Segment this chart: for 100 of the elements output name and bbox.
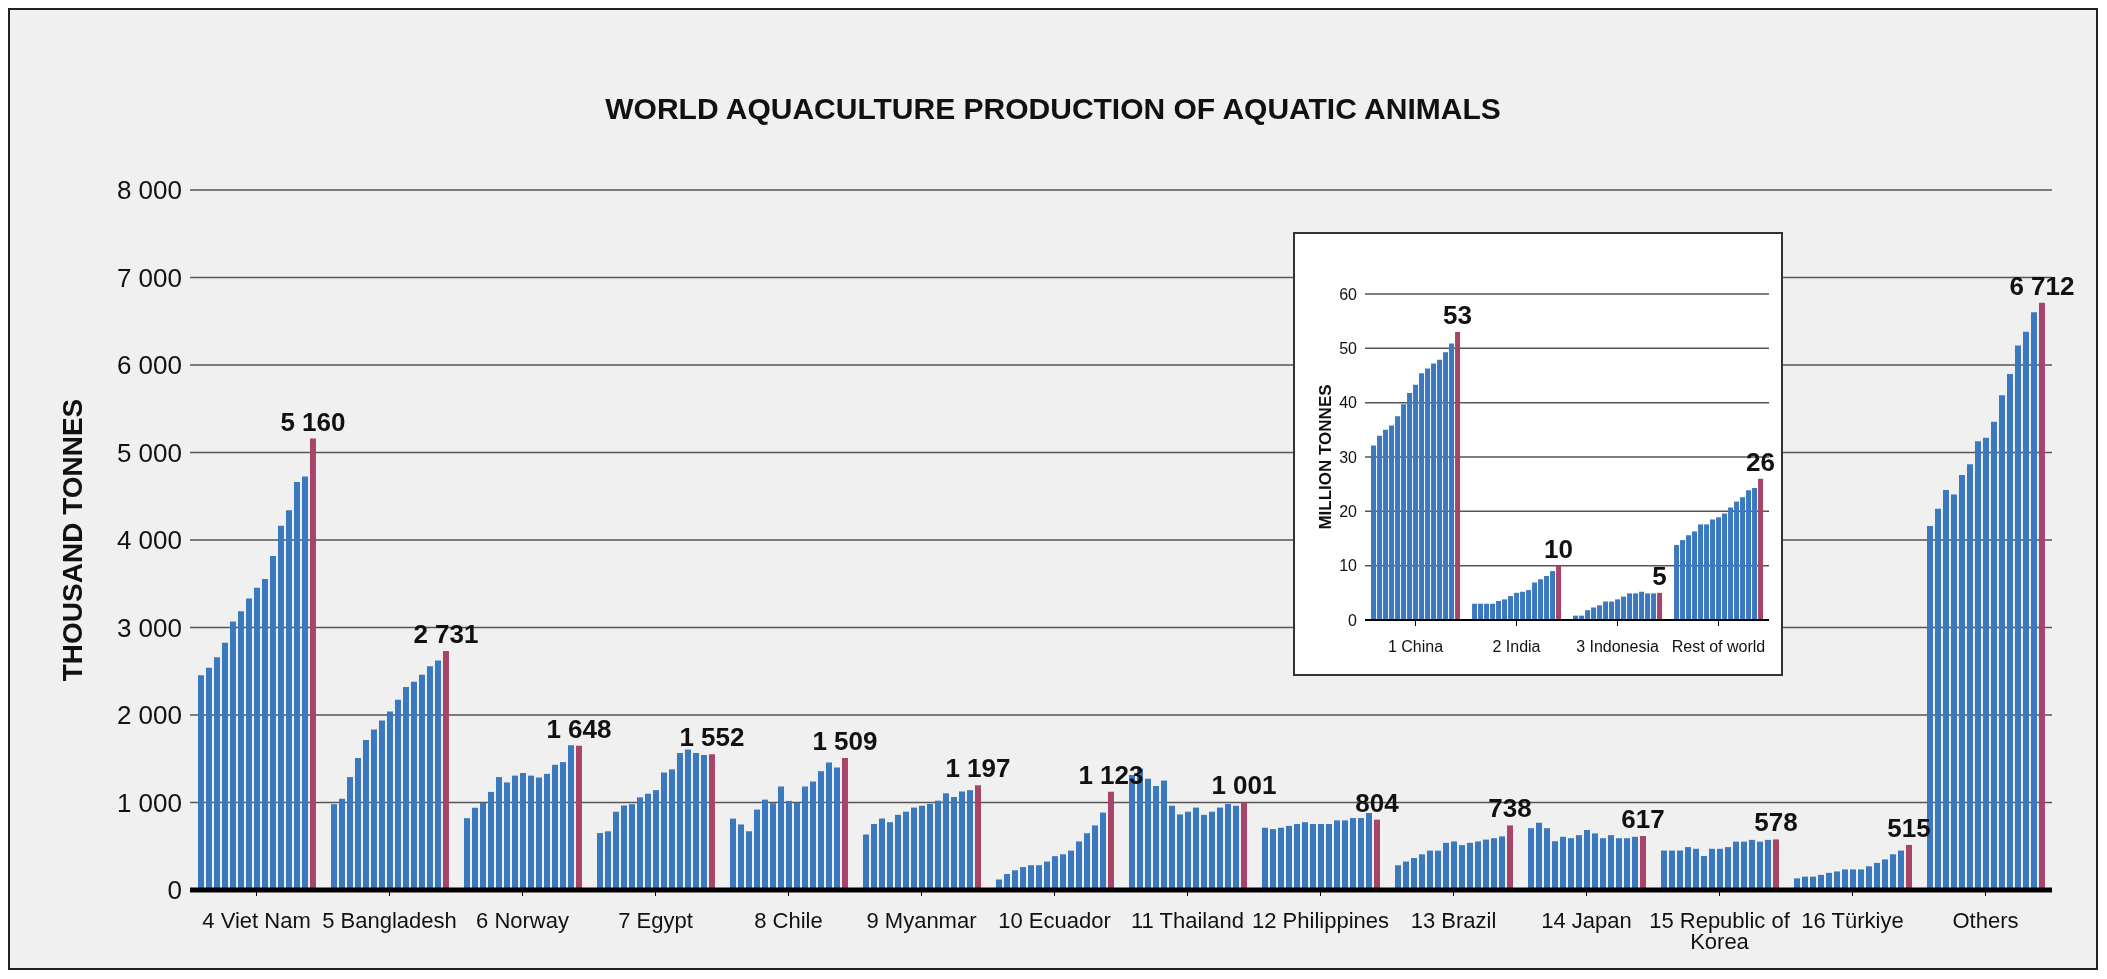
bar <box>1599 838 1606 890</box>
bar <box>1357 818 1364 890</box>
bar <box>1184 811 1191 890</box>
bar <box>1567 838 1574 890</box>
bar <box>551 764 558 890</box>
bar <box>1615 838 1622 890</box>
bar <box>1474 841 1481 890</box>
x-tick-label: 9 Myanmar <box>866 908 977 933</box>
bar <box>1660 850 1667 890</box>
bar <box>841 757 848 890</box>
bar <box>197 675 204 890</box>
bar <box>261 579 268 890</box>
bar <box>567 745 574 890</box>
bar <box>2030 312 2037 890</box>
bar <box>1990 421 1997 890</box>
bar <box>1631 836 1638 890</box>
y-tick-label: 6 000 <box>116 350 182 381</box>
bar <box>1450 841 1457 890</box>
bar <box>527 775 534 890</box>
bar <box>1051 856 1058 890</box>
bar <box>1059 854 1066 890</box>
bar <box>1934 508 1941 890</box>
y-tick-label: 60 <box>1339 285 1358 303</box>
bar <box>1708 848 1715 890</box>
bar <box>958 791 965 890</box>
bar <box>974 785 981 890</box>
bar <box>668 769 675 890</box>
bar <box>918 805 925 890</box>
bar <box>1293 824 1300 890</box>
bar <box>753 809 760 890</box>
bar <box>1676 850 1683 890</box>
bar <box>301 476 308 890</box>
bar <box>1099 812 1106 890</box>
bar <box>1841 869 1848 890</box>
bar <box>894 814 901 890</box>
bar <box>402 687 409 890</box>
bar <box>729 818 736 890</box>
bar <box>2006 374 2013 890</box>
bar <box>1873 862 1880 890</box>
bar <box>1498 836 1505 890</box>
bar <box>1216 807 1223 890</box>
bar <box>1269 829 1276 890</box>
bar <box>330 804 337 890</box>
data-label: 26 <box>1746 446 1776 477</box>
bar <box>1365 813 1372 890</box>
x-tick-label: 8 Chile <box>754 908 823 933</box>
bar <box>1527 828 1534 890</box>
bar <box>761 799 768 890</box>
bar <box>1639 836 1646 890</box>
bar <box>910 807 917 890</box>
bar <box>418 674 425 890</box>
y-axis-title: THOUSAND TONNES <box>56 398 88 682</box>
bar <box>1285 825 1292 890</box>
bar <box>1657 592 1663 620</box>
bar <box>934 800 941 890</box>
bar <box>1950 494 1957 890</box>
bar <box>285 510 292 890</box>
bar <box>596 833 603 890</box>
y-tick-label: 2 000 <box>116 700 182 731</box>
bar <box>410 681 417 890</box>
bar <box>1261 827 1268 890</box>
bar <box>1942 489 1949 890</box>
bar <box>463 818 470 890</box>
bar <box>1019 867 1026 890</box>
bar <box>543 773 550 890</box>
bar <box>221 642 228 890</box>
bar <box>745 831 752 890</box>
bar <box>801 786 808 890</box>
bar <box>1559 836 1566 890</box>
x-tick-label: 13 Brazil <box>1410 908 1497 933</box>
bar <box>652 790 659 890</box>
bar <box>1756 841 1763 890</box>
bar <box>346 777 353 890</box>
y-tick-label: 1 000 <box>116 787 182 818</box>
bar <box>1758 478 1764 620</box>
bar <box>1684 847 1691 890</box>
bar <box>1083 833 1090 890</box>
bar <box>2014 345 2021 890</box>
data-label: 53 <box>1443 300 1473 331</box>
bar <box>1152 786 1159 890</box>
bar <box>503 782 510 890</box>
bar <box>1865 866 1872 890</box>
bar <box>338 798 345 890</box>
bar <box>1458 845 1465 890</box>
bar <box>1740 841 1747 890</box>
bar <box>644 793 651 890</box>
data-label: 10 <box>1544 533 1574 564</box>
y-tick-label: 40 <box>1339 394 1358 412</box>
bar <box>1732 841 1739 890</box>
y-tick-label: 3 000 <box>116 612 182 643</box>
bar <box>1700 856 1707 890</box>
bar <box>1905 844 1912 890</box>
y-tick-label: 10 <box>1339 557 1358 575</box>
bar <box>1466 842 1473 890</box>
x-tick-label: 4 Viet Nam <box>202 908 311 933</box>
bar <box>1535 822 1542 890</box>
bar <box>1168 805 1175 890</box>
bar <box>205 667 212 890</box>
bar <box>1583 829 1590 890</box>
bar <box>1982 437 1989 890</box>
